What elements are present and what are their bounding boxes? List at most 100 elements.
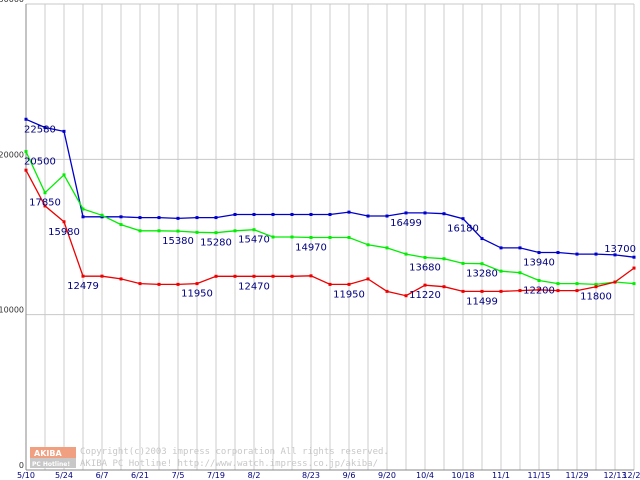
series-point-2	[43, 204, 47, 208]
y-tick-labels: 0 10000 20000 30000	[0, 0, 24, 470]
series-point-2	[24, 168, 28, 172]
x-tick-label: 12/20	[622, 471, 640, 480]
series-point-0	[195, 216, 199, 220]
series-point-0	[575, 252, 579, 256]
series-point-0	[138, 216, 142, 220]
x-tick-label: 7/19	[207, 471, 225, 480]
series-point-0	[62, 129, 66, 133]
series-point-1	[632, 282, 636, 286]
series-point-0	[385, 214, 389, 218]
data-label: 13940	[523, 258, 555, 269]
series-point-1	[461, 261, 465, 265]
series-point-1	[176, 229, 180, 233]
series-point-2	[613, 280, 617, 284]
series-point-0	[252, 212, 256, 216]
series-point-1	[138, 229, 142, 233]
data-labels: 22580 20500 17850 15980 12479 15380 11950 15280…	[24, 124, 636, 307]
series-point-0	[518, 246, 522, 250]
data-label: 15470	[238, 235, 270, 246]
data-label: 16180	[447, 224, 479, 235]
series-point-0	[499, 246, 503, 250]
series-point-1	[309, 235, 313, 239]
series-point-1	[480, 262, 484, 266]
series-point-1	[252, 228, 256, 232]
series-point-0	[290, 212, 294, 216]
series-point-0	[404, 211, 408, 215]
series-point-2	[157, 282, 161, 286]
series-point-2	[632, 266, 636, 270]
x-tick-label: 8/23	[302, 471, 320, 480]
series-point-1	[518, 271, 522, 275]
data-label: 11220	[409, 290, 441, 301]
data-label: 11800	[580, 292, 612, 303]
series-point-1	[233, 229, 237, 233]
series-point-0	[214, 216, 218, 220]
series-point-2	[556, 289, 560, 293]
x-tick-label: 6/21	[131, 471, 149, 480]
series-point-1	[556, 282, 560, 286]
series-point-0	[442, 212, 446, 216]
x-tick-label: 10/4	[416, 471, 434, 480]
series-point-1	[100, 213, 104, 217]
y-tick-label: 0	[19, 461, 24, 470]
series-point-1	[81, 207, 85, 211]
data-label: 12479	[67, 281, 99, 292]
watermark: AKIBA PC Hotline! Copyright(c)2003 impre…	[30, 447, 389, 469]
x-tick-label: 12/13	[603, 471, 626, 480]
series-point-1	[119, 223, 123, 227]
series-point-2	[138, 282, 142, 286]
series-point-1	[328, 235, 332, 239]
data-label: 12200	[523, 285, 555, 296]
series-point-0	[347, 210, 351, 214]
series-point-1	[347, 235, 351, 239]
series-point-0	[613, 253, 617, 257]
x-tick-labels: 5/10 5/24 6/7 6/21 7/5 7/19 8/2 8/23 9/6 9/20 10/4…	[17, 471, 640, 480]
series-point-1	[423, 256, 427, 260]
data-label: 13680	[409, 263, 441, 274]
series-point-0	[423, 211, 427, 215]
data-label: 14970	[295, 242, 327, 253]
series-point-2	[100, 274, 104, 278]
series-point-0	[233, 212, 237, 216]
data-label: 13280	[466, 269, 498, 280]
copyright-text: Copyright(c)2003 impress corporation All…	[80, 447, 389, 457]
series-point-2	[404, 294, 408, 298]
series-point-1	[157, 229, 161, 233]
series-point-1	[24, 150, 28, 154]
series-point-0	[480, 237, 484, 241]
data-label: 20500	[24, 157, 56, 168]
series-point-2	[480, 289, 484, 293]
series-point-1	[442, 257, 446, 261]
y-tick-label: 10000	[0, 306, 24, 315]
series-point-0	[366, 214, 370, 218]
series-point-2	[385, 289, 389, 293]
x-tick-label: 5/24	[55, 471, 73, 480]
x-tick-label: 6/7	[96, 471, 109, 480]
series-point-1	[366, 243, 370, 247]
series-point-2	[461, 289, 465, 293]
series-point-1	[537, 278, 541, 282]
data-label: 22580	[24, 124, 56, 135]
data-label: 15280	[200, 238, 232, 249]
akiba-logo-bottom	[30, 458, 76, 468]
series-point-0	[100, 215, 104, 219]
series-point-0	[176, 216, 180, 220]
akiba-logo-subtext: PC Hotline!	[32, 461, 70, 468]
series-point-1	[290, 235, 294, 239]
series-point-2	[328, 282, 332, 286]
data-label: 13700	[604, 244, 636, 255]
data-label: 11499	[466, 296, 498, 307]
data-label: 15980	[48, 227, 80, 238]
series-point-1	[195, 230, 199, 234]
series-point-2	[575, 289, 579, 293]
series-points	[24, 117, 636, 298]
series-point-1	[62, 173, 66, 177]
series-point-1	[404, 252, 408, 256]
series-point-2	[499, 289, 503, 293]
series-point-0	[309, 212, 313, 216]
series-point-2	[518, 289, 522, 293]
data-label: 11950	[181, 289, 213, 300]
data-label: 11950	[333, 289, 365, 300]
series-point-0	[119, 215, 123, 219]
